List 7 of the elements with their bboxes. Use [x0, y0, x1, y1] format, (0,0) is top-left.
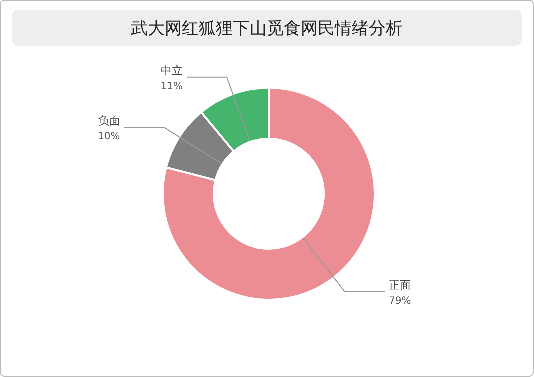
slice-label: 负面 [98, 114, 120, 128]
data-label: 10% [98, 132, 120, 143]
data-label: 79% [389, 296, 412, 307]
slice-label: 中立 [160, 64, 183, 78]
chart-title: 武大网红狐狸下山觅食网民情绪分析 [131, 19, 403, 39]
slice-label: 正面 [389, 278, 411, 292]
data-label: 11% [160, 81, 183, 92]
